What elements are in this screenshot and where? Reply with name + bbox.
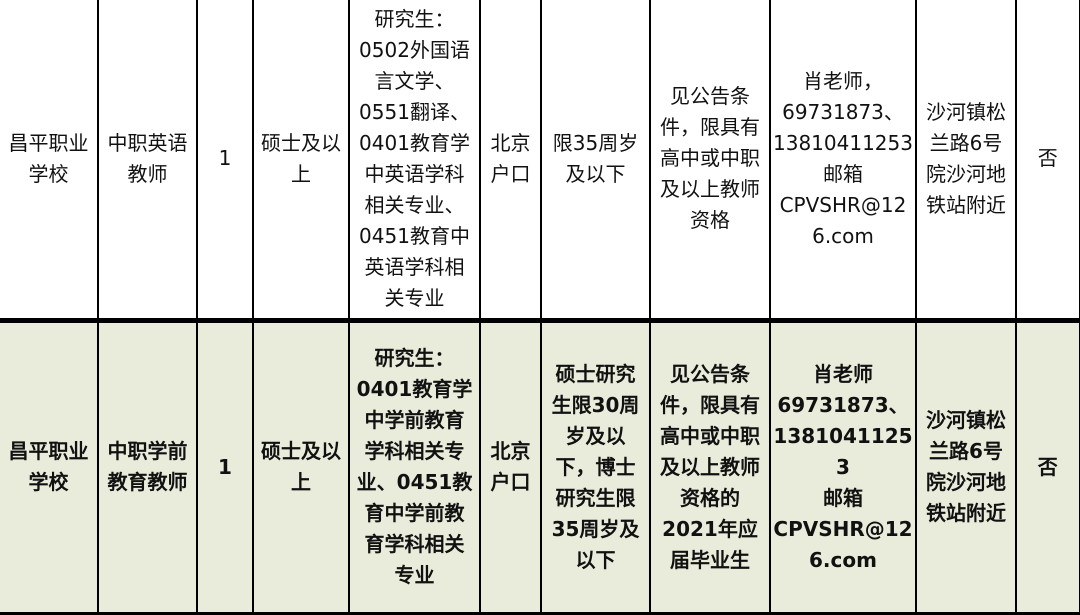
table-row: 昌平职业 学校 中职英语 教师 1 硕士及以 上 研究生： 0502外国语 言文… xyxy=(0,0,1080,323)
cell-address: 沙河镇松 兰路6号 院沙河地 铁站附近 xyxy=(915,0,1017,323)
table-row: 昌平职业 学校 中职学前 教育教师 1 硕士及以 上 研究生： 0401教育学 … xyxy=(0,319,1080,615)
cell-position: 中职学前 教育教师 xyxy=(97,319,198,615)
cell-major: 研究生： 0401教育学 中学前教育 学科相关专 业、0451教 育中学前教 育… xyxy=(348,319,481,615)
cell-hukou: 北京 户口 xyxy=(479,319,542,615)
cell-other-conditions: 见公告条 件，限具有 高中或中职 及以上教师 资格 xyxy=(649,0,771,323)
cell-headcount: 1 xyxy=(196,319,254,615)
cell-other-conditions: 见公告条 件，限具有 高中或中职 及以上教师 资格的 2021年应 届毕业生 xyxy=(649,319,771,615)
cell-contact: 肖老师， 69731873、 13810411253 邮箱 CPVSHR@12 … xyxy=(769,0,917,323)
cell-position: 中职英语 教师 xyxy=(97,0,198,323)
cell-age-limit: 限35周岁 及以下 xyxy=(540,0,651,323)
cell-age-limit: 硕士研究 生限30周 岁及以 下，博士 研究生限 35周岁及 以下 xyxy=(540,319,651,615)
cell-major: 研究生： 0502外国语 言文学、 0551翻译、 0401教育学 中英语学科 … xyxy=(348,0,481,323)
cell-school: 昌平职业 学校 xyxy=(0,319,99,615)
cell-headcount: 1 xyxy=(196,0,254,323)
cell-education: 硕士及以 上 xyxy=(252,0,350,323)
cell-address: 沙河镇松 兰路6号 院沙河地 铁站附近 xyxy=(915,319,1017,615)
cell-education: 硕士及以 上 xyxy=(252,319,350,615)
cell-school: 昌平职业 学校 xyxy=(0,0,99,323)
cell-contact: 肖老师 69731873、 13810411253 邮箱 CPVSHR@12 6… xyxy=(769,319,917,615)
cell-hukou: 北京 户口 xyxy=(479,0,542,323)
cell-flag: 否 xyxy=(1015,319,1080,615)
cell-flag: 否 xyxy=(1015,0,1080,323)
